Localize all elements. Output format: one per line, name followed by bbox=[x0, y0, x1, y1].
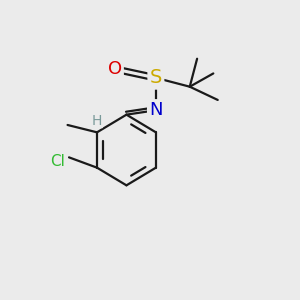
Text: S: S bbox=[150, 68, 162, 87]
Text: N: N bbox=[149, 101, 163, 119]
Text: Cl: Cl bbox=[50, 154, 65, 169]
Text: O: O bbox=[108, 60, 122, 78]
Text: H: H bbox=[92, 114, 102, 128]
